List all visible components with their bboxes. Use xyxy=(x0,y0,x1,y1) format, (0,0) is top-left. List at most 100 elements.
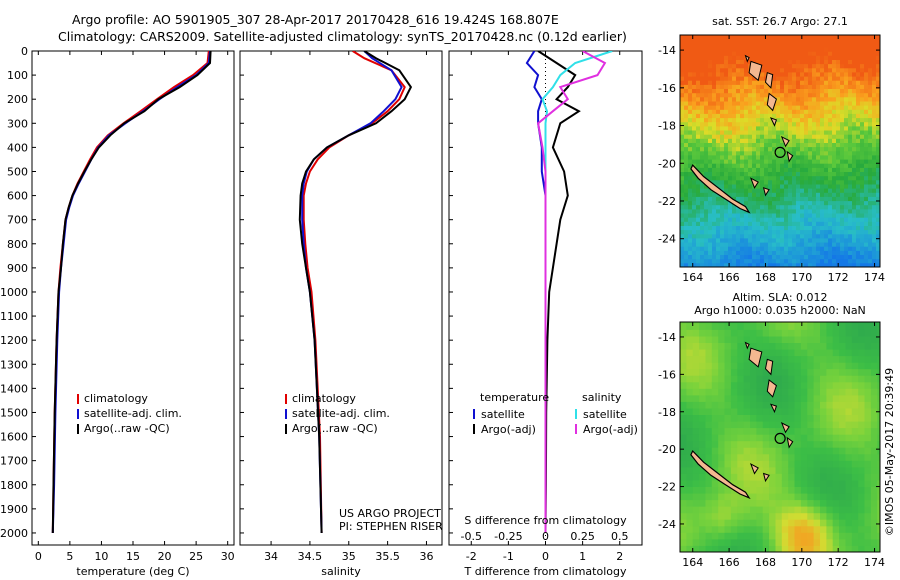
map-cell xyxy=(832,421,840,429)
map-cell xyxy=(868,196,873,202)
map-cell xyxy=(688,196,693,202)
map-cell xyxy=(680,192,685,197)
map-cell xyxy=(872,72,877,77)
map-cell xyxy=(736,109,741,114)
map-cell xyxy=(813,466,821,474)
map-cell xyxy=(704,225,709,231)
map-cell xyxy=(851,473,859,481)
map-cell xyxy=(740,262,745,267)
map-cell xyxy=(800,381,808,389)
map-title: Argo h1000: 0.035 h2000: NaN xyxy=(694,304,866,317)
map-cell xyxy=(776,171,781,177)
map-cell xyxy=(711,368,719,376)
map-cell xyxy=(736,105,741,110)
map-cell xyxy=(852,130,857,135)
map-cell xyxy=(708,88,713,94)
map-cell xyxy=(692,88,697,94)
map-cell xyxy=(781,486,789,494)
map-cell xyxy=(692,246,697,251)
map-cell xyxy=(692,408,700,415)
map-cell xyxy=(724,113,729,119)
map-cell xyxy=(732,167,737,172)
map-cell xyxy=(784,188,789,193)
map-cell xyxy=(852,38,857,44)
map-cell xyxy=(716,150,721,156)
map-cell xyxy=(744,171,749,177)
map-cell xyxy=(712,109,717,114)
map-cell xyxy=(864,233,869,239)
map-cell xyxy=(680,175,685,181)
map-cell xyxy=(816,42,821,48)
map-cell xyxy=(756,59,761,65)
top-x-axis-label: S difference from climatology xyxy=(464,514,627,527)
map-cell xyxy=(762,408,770,415)
map-cell xyxy=(800,525,808,533)
map-cell xyxy=(844,92,849,98)
map-cell xyxy=(680,375,687,383)
map-cell xyxy=(852,192,857,197)
map-cell xyxy=(876,125,880,131)
map-cell xyxy=(680,336,687,343)
map-cell xyxy=(688,200,693,206)
map-cell xyxy=(684,125,689,131)
map-cell xyxy=(812,80,817,85)
map-cell xyxy=(804,208,809,214)
y-tick-label: 600 xyxy=(7,190,28,203)
map-cell xyxy=(812,229,817,235)
map-cell xyxy=(730,453,738,461)
map-cell xyxy=(700,101,705,106)
map-cell xyxy=(864,38,869,44)
map-cell xyxy=(784,204,789,210)
map-cell xyxy=(762,434,770,442)
map-cell xyxy=(692,130,697,135)
map-cell xyxy=(840,138,845,143)
island xyxy=(749,463,759,475)
map-cell xyxy=(824,159,829,164)
map-cell xyxy=(784,250,789,255)
map-cell xyxy=(708,51,713,56)
map-cell xyxy=(704,192,709,197)
map-cell xyxy=(736,130,741,135)
map-cell xyxy=(872,142,877,148)
map-cell xyxy=(700,233,705,239)
map-cell xyxy=(820,229,825,235)
map-cell xyxy=(772,225,777,231)
map-cell xyxy=(699,447,706,455)
map-cell xyxy=(692,221,697,226)
map-cell xyxy=(730,421,738,429)
map-cell xyxy=(736,47,741,52)
map-cell xyxy=(820,414,827,422)
map-cell xyxy=(708,225,713,231)
map-cell xyxy=(750,414,757,422)
map-cell xyxy=(708,258,713,264)
map-cell xyxy=(820,150,825,156)
map-cell xyxy=(756,109,761,114)
map-cell xyxy=(762,532,770,540)
map-cell xyxy=(756,322,764,330)
map-cell xyxy=(796,242,801,247)
map-cell xyxy=(860,80,865,85)
map-cell xyxy=(794,414,802,422)
map-cell xyxy=(712,42,717,48)
map-cell xyxy=(730,525,738,533)
map-cell xyxy=(700,155,705,160)
map-cell xyxy=(820,84,825,89)
map-cell xyxy=(832,362,840,370)
map-cell xyxy=(812,63,817,69)
island xyxy=(780,135,790,148)
island xyxy=(769,117,778,127)
map-cell xyxy=(740,155,745,160)
map-cell xyxy=(704,196,709,202)
map-cell xyxy=(768,117,773,123)
map-cell xyxy=(748,179,753,185)
map-cell xyxy=(756,545,764,552)
map-cell xyxy=(688,55,693,60)
map-cell xyxy=(784,121,789,127)
map-cell xyxy=(744,167,749,172)
map-cell xyxy=(852,242,857,247)
map-cell xyxy=(776,175,781,181)
map-cell xyxy=(877,545,880,552)
map-cell xyxy=(860,121,865,127)
map-cell xyxy=(740,76,745,81)
map-cell xyxy=(718,545,726,552)
